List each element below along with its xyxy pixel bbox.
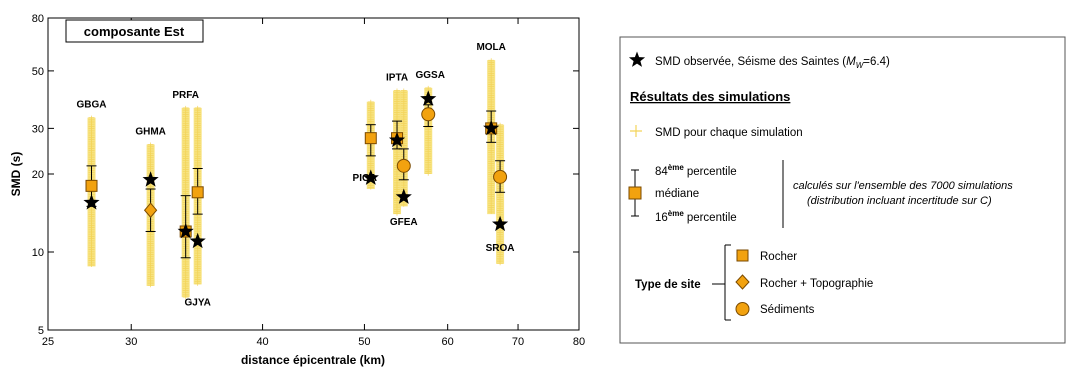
observed-stars (83, 90, 509, 249)
simulation-plus (367, 185, 374, 190)
station-label: SROA (486, 243, 515, 254)
x-tick-label: 40 (256, 336, 268, 348)
chart-title-box (65, 19, 204, 43)
x-tick-label: 70 (512, 336, 524, 348)
station-label: MOLA (476, 42, 505, 53)
legend-site-type-title: Type de site (635, 279, 701, 291)
legend-site-bracket (712, 244, 731, 321)
legend-site-sed: Sédiments (760, 304, 815, 316)
x-axis-label: distance épicentrale (km) (241, 353, 385, 367)
observed-star (189, 232, 206, 249)
simulation-plus (182, 295, 189, 300)
x-tick-label: 50 (358, 336, 370, 348)
simulation-plus (194, 281, 201, 286)
simulation-plus (425, 171, 432, 176)
observed-star (492, 215, 509, 232)
simulation-plus (88, 263, 95, 267)
median-square (85, 179, 98, 192)
legend-p84-label: 84ème percentile (655, 163, 737, 178)
observed-star (362, 169, 379, 185)
x-tick-label: 25 (42, 336, 54, 348)
legend-p16-label: 16ème percentile (655, 209, 737, 224)
simulation-plus (488, 210, 495, 214)
legend-sediments-circle-icon (735, 302, 750, 316)
x-axis-ticks: 25 30 40 50 60 70 80 (42, 18, 585, 348)
legend-topo-diamond-icon (735, 274, 750, 290)
legend-observed-label: SMD observée, Séisme des Saintes (MW=6.4… (655, 56, 890, 70)
y-tick-label: 30 (32, 123, 44, 135)
simulation-plus (400, 202, 407, 207)
y-axis-ticks: 5 10 20 30 50 80 (32, 13, 579, 337)
station-label: PIGA (353, 173, 377, 184)
simulation-plus (147, 283, 154, 288)
station-label: GJYA (185, 297, 211, 308)
x-tick-label: 80 (573, 336, 585, 348)
y-tick-label: 80 (32, 13, 44, 25)
median-diamond (143, 202, 158, 218)
y-tick-label: 50 (32, 66, 44, 78)
station-labels: GBGA GHMA PRFA GJYA PIGA IPTA GFEA GGSA MOLA SROA (77, 42, 515, 308)
chart-title: composante Est (84, 24, 185, 39)
legend: SMD observée, Séisme des Saintes (MW=6.4… (619, 36, 1066, 344)
legend-percentile-icon (628, 169, 642, 217)
y-tick-label: 20 (32, 169, 44, 181)
legend-rocher-square-icon (736, 249, 749, 262)
legend-site-rocher: Rocher (760, 251, 797, 263)
station-label: GGSA (416, 70, 445, 81)
legend-frame (619, 36, 1066, 344)
y-axis-label: SMD (s) (9, 152, 23, 197)
station-label: PRFA (172, 90, 199, 101)
observed-star (142, 171, 159, 187)
legend-simulation-label: SMD pour chaque simulation (655, 127, 803, 139)
station-label: GBGA (77, 100, 107, 111)
median-circle (421, 107, 436, 122)
median-circle (396, 158, 411, 173)
legend-calc-line2: (distribution incluant incertitude sur C… (807, 195, 992, 207)
median-square (191, 186, 204, 199)
median-square (364, 132, 377, 145)
legend-median-label: médiane (655, 188, 699, 200)
simulation-plus (394, 211, 400, 216)
x-tick-label: 30 (125, 336, 137, 348)
station-label: GFEA (390, 217, 418, 228)
legend-results-title: Résultats des simulations (630, 89, 790, 104)
legend-observed-star-icon (628, 51, 646, 67)
observed-star (420, 90, 437, 106)
x-tick-label: 60 (442, 336, 454, 348)
observed-star (177, 222, 194, 239)
y-tick-label: 10 (32, 247, 44, 259)
station-label: GHMA (135, 126, 166, 137)
legend-star-shape (628, 51, 646, 67)
observed-star (83, 194, 100, 210)
legend-site-topo: Rocher + Topographie (760, 278, 873, 290)
simulation-plus (497, 261, 504, 266)
station-label: IPTA (386, 73, 408, 84)
observed-star (395, 188, 412, 204)
y-tick-label: 5 (38, 325, 44, 337)
legend-calc-line1: calculés sur l'ensemble des 7000 simulat… (793, 180, 1013, 192)
median-circle (493, 169, 508, 184)
observed-star (483, 119, 500, 136)
legend-plus-shape (630, 125, 642, 137)
legend-simulation-icon (630, 125, 642, 137)
observed-star (388, 131, 406, 148)
